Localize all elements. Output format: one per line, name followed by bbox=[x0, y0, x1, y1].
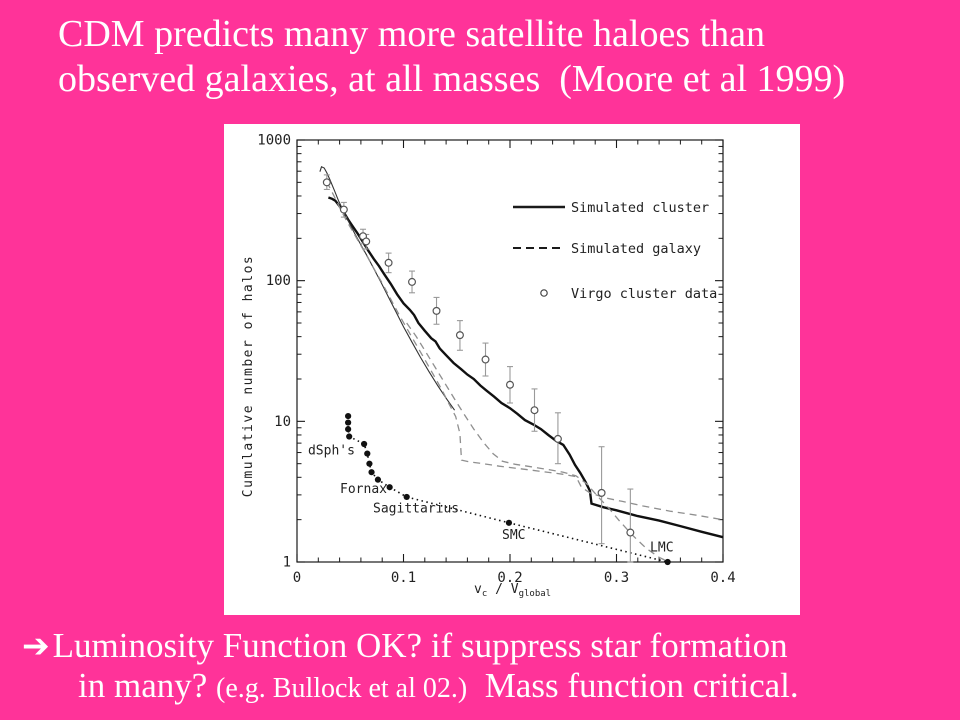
svg-text:SMC: SMC bbox=[502, 528, 525, 543]
svg-text:Virgo cluster data: Virgo cluster data bbox=[571, 286, 717, 302]
chart-panel: 0 0.1 0.2 0.3 0.4 1 10 100 1000 Cumulative number… bbox=[224, 124, 800, 615]
conclusion-line-1: ➔Luminosity Function OK? if suppress sta… bbox=[22, 626, 799, 666]
svg-text:Simulated galaxy: Simulated galaxy bbox=[571, 241, 701, 257]
series-simulated-cluster-thin bbox=[319, 166, 456, 411]
title-line-2: observed galaxies, at all masses (Moore … bbox=[58, 58, 846, 100]
conclusion-block: ➔Luminosity Function OK? if suppress sta… bbox=[22, 626, 799, 709]
svg-text:10: 10 bbox=[274, 414, 291, 430]
arrow-right-icon: ➔ bbox=[22, 626, 50, 665]
svg-text:Sagittarius: Sagittarius bbox=[373, 502, 459, 517]
svg-text:0.2: 0.2 bbox=[497, 570, 522, 586]
y-axis-label: Cumulative number of halos bbox=[241, 255, 256, 498]
conclusion-line-2: in many? (e.g. Bullock et al 02.) Mass f… bbox=[22, 666, 799, 709]
axis-frame: 0 0.1 0.2 0.3 0.4 1 10 100 1000 Cumulative number… bbox=[241, 133, 736, 600]
svg-text:Fornax: Fornax bbox=[340, 482, 387, 497]
halo-chart-svg: 0 0.1 0.2 0.3 0.4 1 10 100 1000 Cumulative number… bbox=[241, 133, 736, 600]
svg-text:0.3: 0.3 bbox=[604, 570, 629, 586]
svg-text:LMC: LMC bbox=[650, 540, 673, 555]
svg-text:dSph's: dSph's bbox=[308, 444, 355, 459]
chart-annotations: dSph's Fornax Sagittarius SMC LMC bbox=[308, 444, 674, 556]
x-axis-label: vc / Vglobal bbox=[474, 582, 551, 599]
title-line-1: CDM predicts many more satellite haloes … bbox=[58, 13, 766, 55]
conclusion-line-2-main: in many? bbox=[78, 666, 217, 705]
svg-text:0: 0 bbox=[293, 570, 301, 586]
svg-text:Simulated cluster: Simulated cluster bbox=[571, 200, 709, 216]
svg-text:100: 100 bbox=[266, 273, 291, 289]
conclusion-line-2-citation: (e.g. Bullock et al 02.) bbox=[216, 673, 468, 704]
conclusion-line-1-text: Luminosity Function OK? if suppress star… bbox=[52, 626, 788, 665]
series-simulated-galaxy-a bbox=[326, 181, 724, 521]
svg-text:0.1: 0.1 bbox=[391, 570, 416, 586]
svg-text:1: 1 bbox=[283, 555, 291, 571]
conclusion-line-2-tail: Mass function critical. bbox=[467, 666, 799, 705]
series-virgo-cluster-data bbox=[322, 174, 635, 563]
series-local-group-dwarfs bbox=[345, 412, 671, 566]
svg-text:0.4: 0.4 bbox=[710, 570, 735, 586]
series-simulated-galaxy-b bbox=[406, 322, 669, 563]
svg-text:1000: 1000 bbox=[257, 133, 291, 149]
slide-title: CDM predicts many more satellite haloes … bbox=[58, 12, 845, 102]
chart-legend: Simulated cluster Simulated galaxy Virgo c… bbox=[513, 200, 717, 302]
